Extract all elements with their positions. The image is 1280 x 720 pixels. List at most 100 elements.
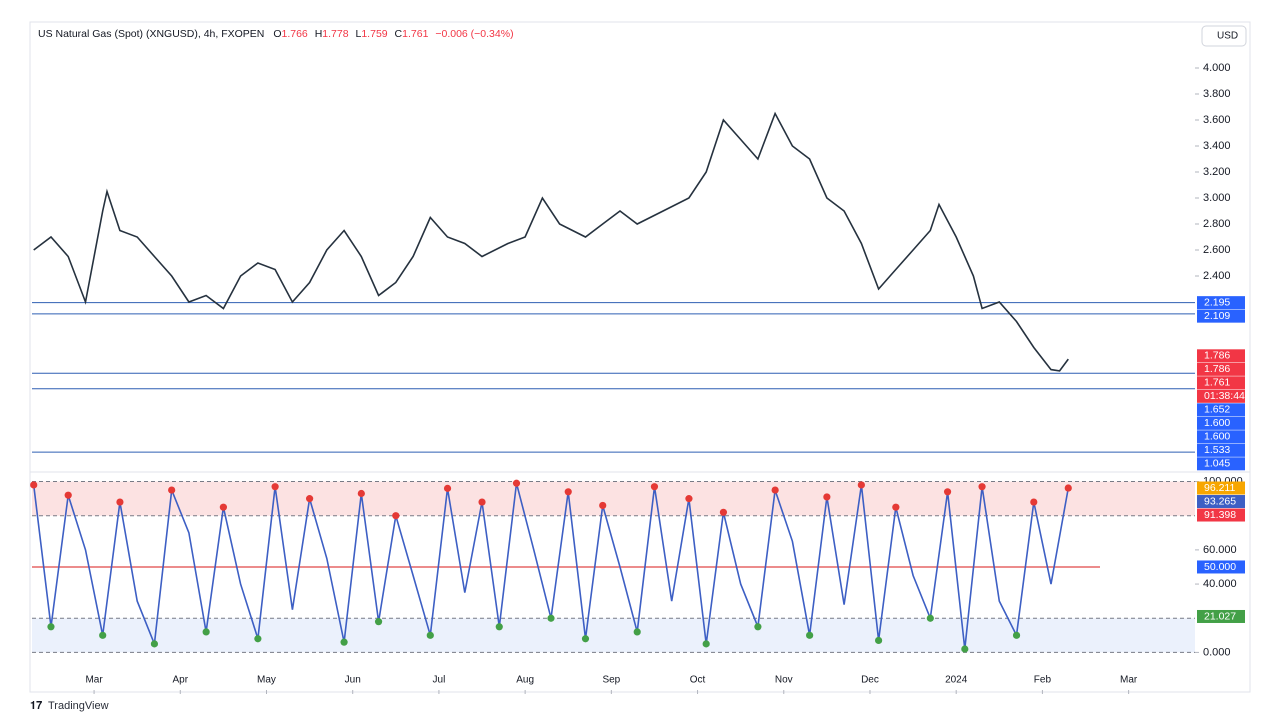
price-marker [1197,349,1245,363]
y-tick-label: 3.200 [1203,166,1231,178]
overbought-dot [892,503,900,511]
oversold-dot [374,618,383,626]
overbought-dot [512,479,521,487]
header: US Natural Gas (Spot) (XNGUSD), 4h, FXOP… [38,28,514,40]
y-tick-label: 60.000 [1203,544,1237,556]
y-tick-label: 2.600 [1203,244,1231,256]
oversold-dot [581,635,590,643]
ohlc-value: 1.759 [361,28,387,40]
y-tick-label: 3.600 [1203,114,1231,126]
price-marker-label: 01:38:44 [1204,390,1245,402]
brand: TradingView [48,700,109,712]
price-marker [1197,403,1245,417]
oversold-dot [150,640,159,648]
overbought-dot [978,483,986,491]
x-tick-label: Sep [602,675,620,686]
x-tick-label: Nov [775,675,793,686]
x-tick-label: 2024 [945,675,968,686]
oversold-dot [495,623,503,631]
y-tick-label: 3.000 [1203,192,1231,204]
y-tick-label: 0.000 [1203,646,1231,658]
oversold-dot [426,631,434,639]
price-marker-label: 91.398 [1204,509,1236,521]
price-marker [1197,481,1245,495]
price-marker [1197,560,1245,574]
oversold-dot [633,628,641,636]
price-marker [1197,457,1245,471]
overbought-dot [357,489,365,498]
overbought-dot [650,483,659,491]
price-marker [1197,309,1245,323]
oversold-dot [547,614,555,622]
currency[interactable]: USD [1217,31,1238,42]
price-marker-label: 2.109 [1204,310,1230,322]
overbought-dot [1030,498,1038,506]
logo-mark: 𝟏𝟕 [30,700,42,712]
price-marker [1197,495,1245,509]
price-marker-label: 1.761 [1204,377,1230,389]
overbought-dot [392,512,400,520]
ohlc-value: 1.766 [282,28,308,40]
y-tick-label: 40.000 [1203,578,1237,590]
price-marker-label: 50.000 [1204,561,1236,573]
overbought-dot [30,481,38,489]
band [32,618,1195,653]
y-tick-label: 2.800 [1203,218,1231,230]
price-marker [1197,376,1245,390]
price-marker [1197,389,1245,403]
price-marker-label: 1.600 [1204,431,1230,443]
oversold-dot [926,614,934,622]
oversold-dot [754,623,762,631]
oversold-dot [1012,631,1021,639]
ohlc-key: O [273,28,281,40]
currency-button[interactable] [1201,25,1247,47]
price-marker-label: 1.786 [1204,350,1230,362]
x-tick-label: Jun [345,675,361,686]
band [32,481,1195,516]
oversold-dot [254,635,262,643]
oversold-dot [47,623,55,631]
overbought-dot [599,501,607,510]
y-tick-label: 3.400 [1203,140,1231,152]
y-tick-label: 3.800 [1203,88,1231,100]
oversold-dot [99,631,107,639]
overbought-dot [443,484,452,492]
x-tick-label: May [257,675,276,686]
overbought-dot [478,498,486,506]
oversold-dot [202,628,210,636]
price-marker-label: 96.211 [1204,482,1235,494]
x-tick-label: Jul [433,675,446,686]
overbought-dot [857,481,865,489]
price-marker-label: 1.533 [1204,444,1230,456]
x-tick-label: Oct [690,675,706,686]
x-tick-label: Dec [861,675,879,686]
price-marker-label: 1.786 [1204,363,1230,375]
y-tick-label: 4.000 [1203,62,1231,74]
x-tick-label: Aug [516,675,534,686]
overbought-dot [564,488,572,496]
overbought-dot [116,498,124,506]
oversold-dot [961,645,969,653]
ohlc-key: H [315,28,323,40]
overbought-dot [685,495,693,503]
oversold-dot [875,636,883,645]
price-marker [1197,508,1245,522]
overbought-dot [64,491,72,499]
price-marker [1197,443,1245,457]
overbought-dot [719,508,728,516]
price-marker-label: 1.652 [1204,404,1230,416]
ohlc-key: C [395,28,403,40]
x-tick-label: Mar [85,675,103,686]
overbought-dot [823,493,831,501]
y-tick-label: 2.400 [1203,270,1231,282]
overbought-dot [771,486,779,494]
price-marker-label: 2.195 [1204,296,1230,308]
price-marker [1197,430,1245,444]
price-marker [1197,609,1245,623]
price-marker [1197,416,1245,430]
ohlc-value: 1.778 [322,28,348,40]
change: −0.006 (−0.34%) [435,28,513,40]
price-marker-label: 93.265 [1204,495,1236,507]
